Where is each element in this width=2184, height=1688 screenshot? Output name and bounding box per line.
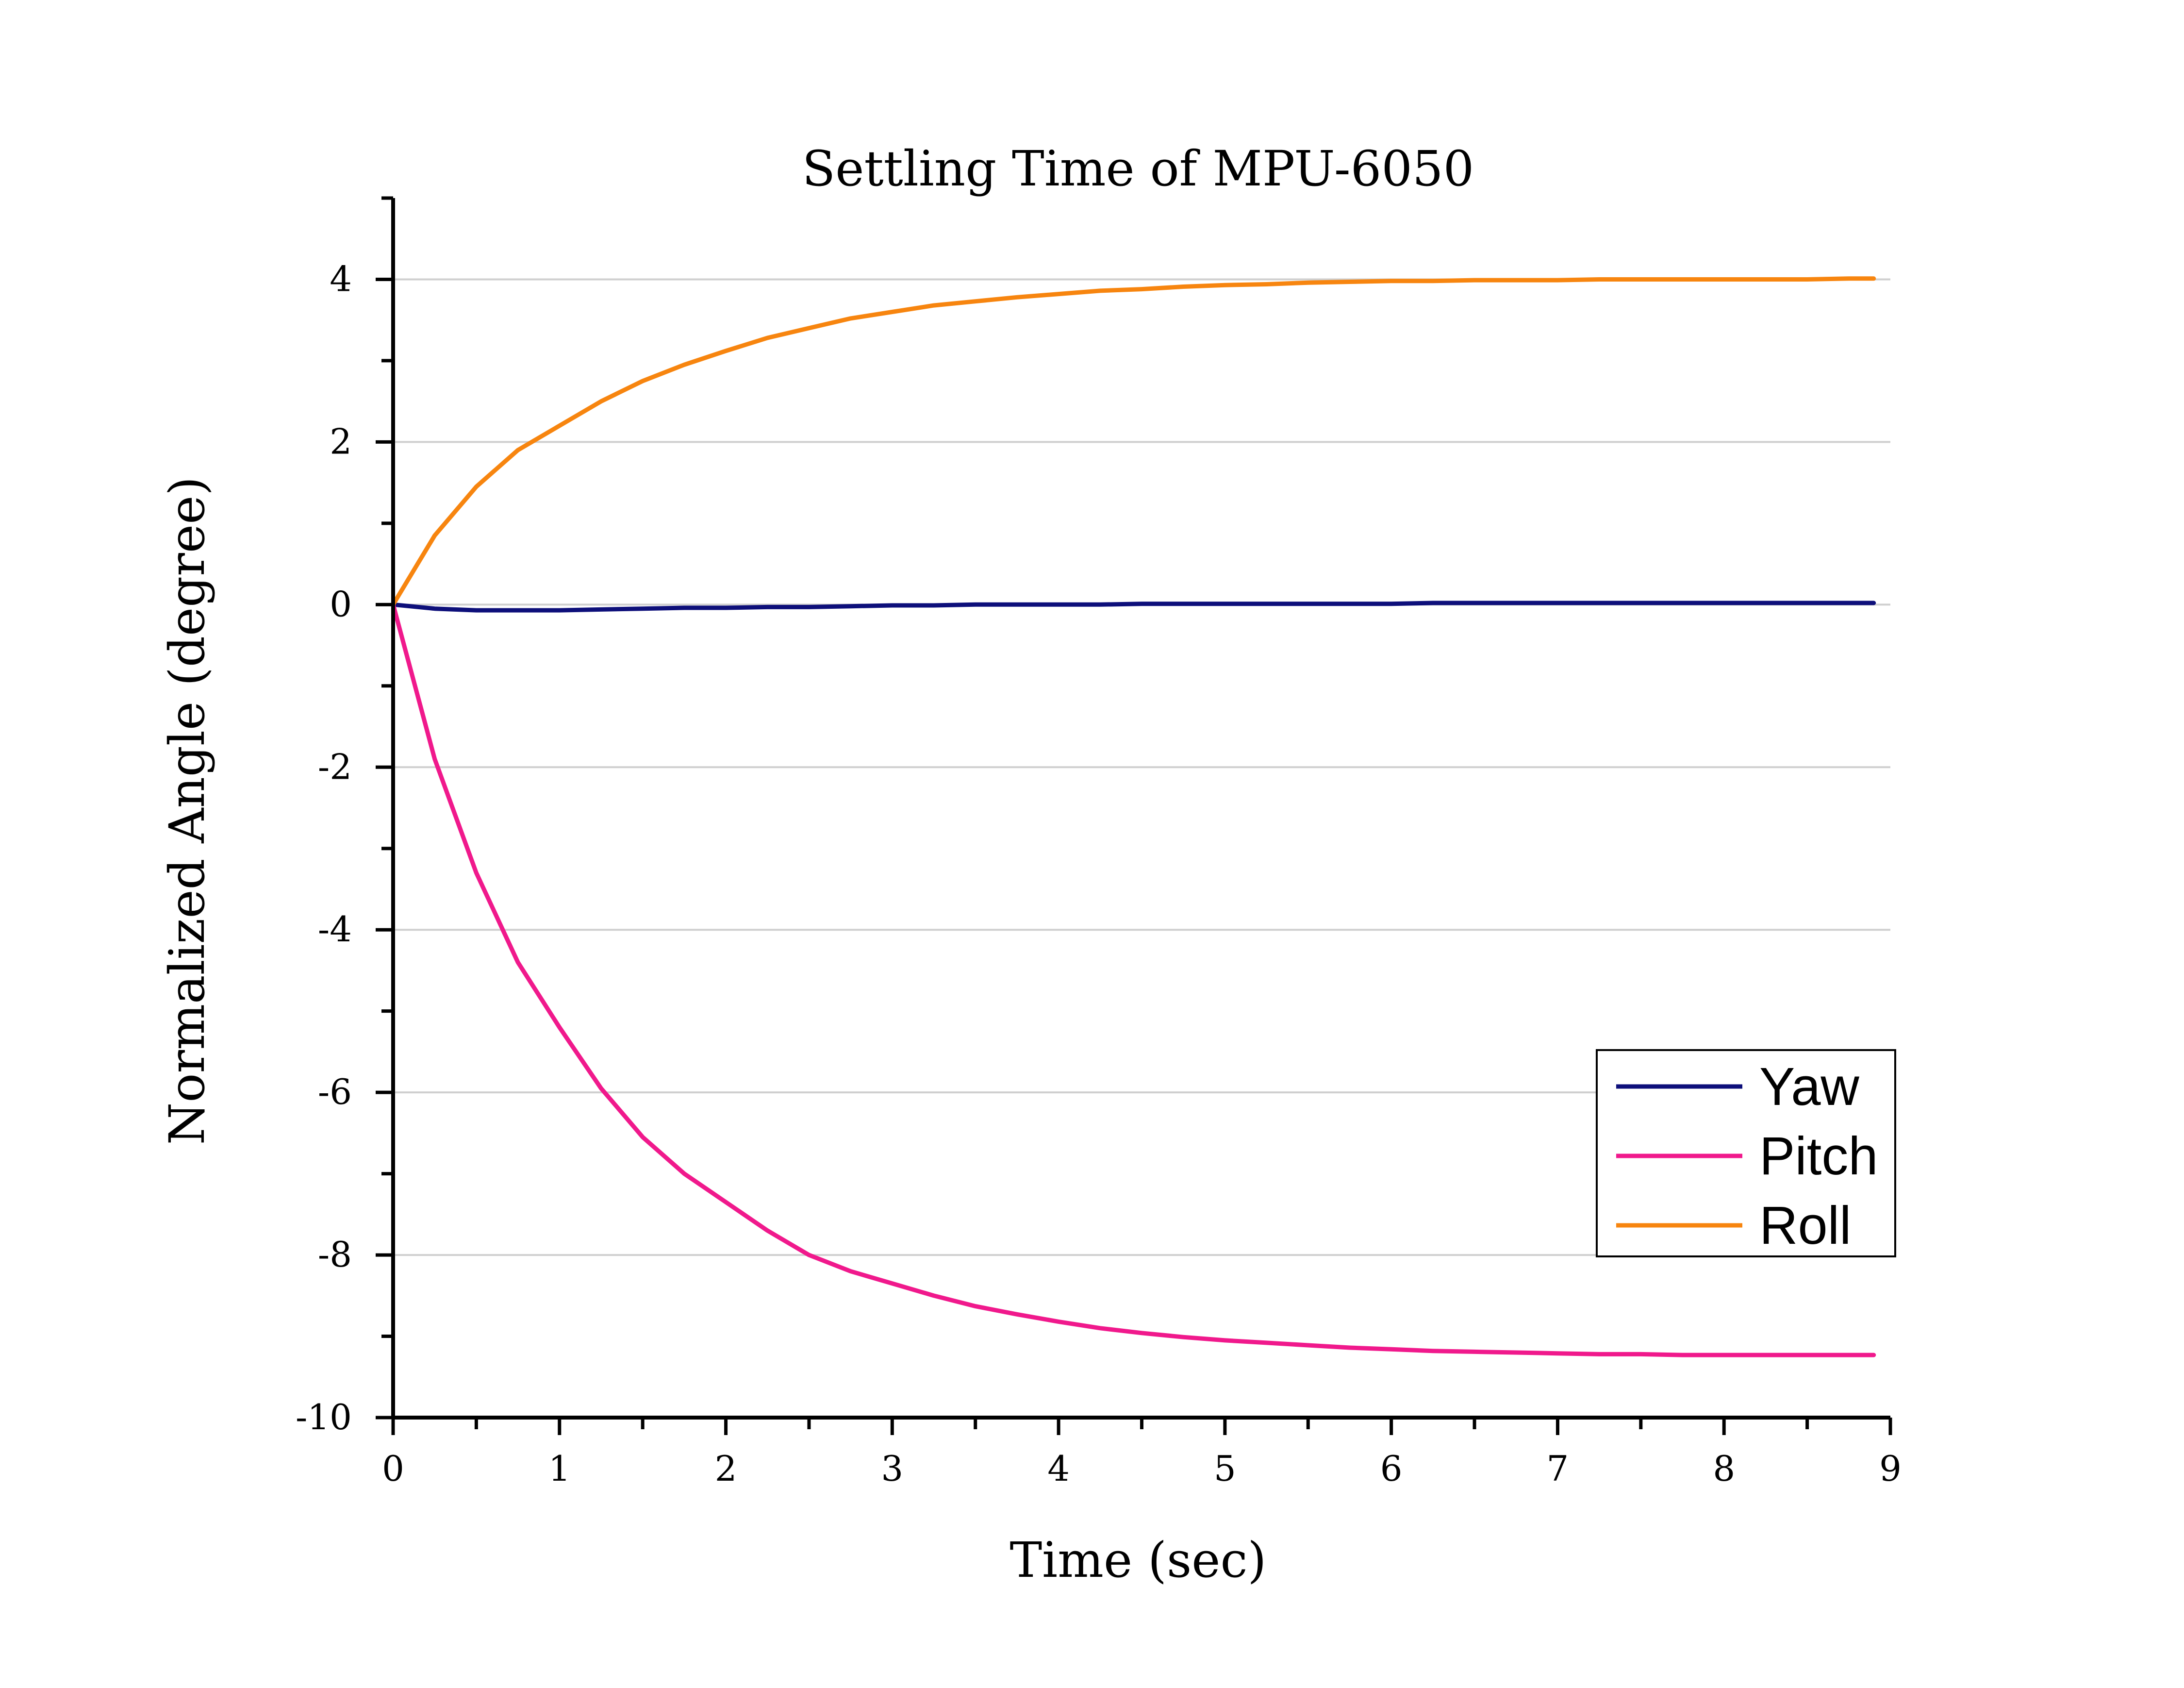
y-axis-label: Normalized Angle (degree) bbox=[159, 477, 215, 1145]
y-tick-label: 4 bbox=[330, 258, 352, 299]
y-tick-label: -6 bbox=[318, 1071, 352, 1112]
x-tick-label: 4 bbox=[1047, 1448, 1070, 1489]
y-tick-label: -4 bbox=[318, 909, 352, 950]
legend: Yaw Pitch Roll bbox=[1596, 1049, 1896, 1257]
x-tick-label: 8 bbox=[1713, 1448, 1735, 1489]
x-tick-label: 6 bbox=[1380, 1448, 1403, 1489]
series-line-pitch bbox=[391, 602, 1876, 1357]
legend-label-roll: Roll bbox=[1759, 1196, 1852, 1255]
y-tick-label: -8 bbox=[318, 1234, 352, 1275]
legend-label-pitch: Pitch bbox=[1759, 1126, 1878, 1186]
x-tick-label: 2 bbox=[715, 1448, 737, 1489]
y-tick-label: -10 bbox=[296, 1397, 352, 1437]
y-tick-label: -2 bbox=[318, 746, 352, 787]
x-tick-label: 1 bbox=[548, 1448, 571, 1489]
chart-title: Settling Time of MPU-6050 bbox=[802, 140, 1474, 197]
y-tick-label: 0 bbox=[330, 584, 352, 624]
x-tick-label: 7 bbox=[1547, 1448, 1569, 1489]
x-tick-label: 9 bbox=[1879, 1448, 1902, 1489]
series-lines bbox=[391, 276, 1876, 1357]
x-tick-label: 0 bbox=[382, 1448, 404, 1489]
x-tick-label: 5 bbox=[1214, 1448, 1236, 1489]
x-tick-label: 3 bbox=[881, 1448, 903, 1489]
x-axis-label: Time (sec) bbox=[1009, 1532, 1266, 1588]
y-axis-ticks: 4 2 0 -2 -4 -6 -8 -10 bbox=[296, 196, 393, 1437]
legend-label-yaw: Yaw bbox=[1759, 1057, 1859, 1117]
series-line-roll bbox=[391, 276, 1876, 607]
x-axis-ticks: 0 1 2 3 4 5 6 7 8 9 bbox=[382, 1418, 1902, 1489]
series-line-yaw bbox=[391, 601, 1876, 613]
y-tick-label: 2 bbox=[330, 421, 352, 462]
